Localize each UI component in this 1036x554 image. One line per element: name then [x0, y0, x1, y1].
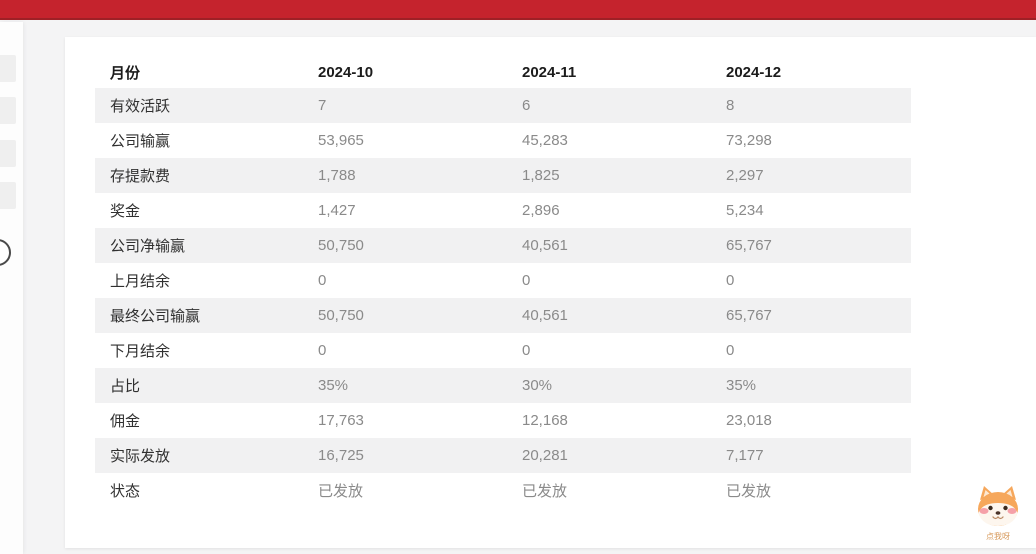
row-label: 奖金 [110, 203, 141, 220]
table-row: 有效活跃 7 6 8 [95, 88, 911, 123]
row-value: 已发放 [726, 483, 772, 500]
row-value: 17,763 [318, 412, 364, 429]
table-row: 上月结余 0 0 0 [95, 263, 911, 298]
sidebar-item[interactable] [0, 140, 16, 167]
table-row: 公司净输赢 50,750 40,561 65,767 [95, 228, 911, 263]
table-header-row: 月份 2024-10 2024-11 2024-12 [95, 56, 911, 88]
row-value: 2,896 [522, 202, 560, 219]
row-value: 已发放 [318, 483, 364, 500]
row-value: 7 [318, 97, 327, 114]
row-value: 1,825 [522, 167, 560, 184]
row-value: 73,298 [726, 132, 772, 149]
column-header-month: 月份 [110, 64, 141, 82]
row-value: 0 [726, 342, 735, 359]
row-label: 实际发放 [110, 448, 171, 465]
row-value: 0 [522, 272, 531, 289]
mascot-label: 点我呀 [986, 532, 1010, 541]
row-label: 存提款费 [110, 168, 171, 185]
table-row: 最终公司输赢 50,750 40,561 65,767 [95, 298, 911, 333]
row-value: 6 [522, 97, 531, 114]
table-row: 公司输赢 53,965 45,283 73,298 [95, 123, 911, 158]
sidebar-item[interactable] [0, 55, 16, 82]
row-value: 7,177 [726, 447, 764, 464]
row-value: 53,965 [318, 132, 364, 149]
column-header-2024-12: 2024-12 [726, 63, 782, 81]
row-value: 1,427 [318, 202, 356, 219]
column-header-2024-11: 2024-11 [522, 63, 577, 81]
row-value: 50,750 [318, 307, 364, 324]
row-label: 公司净输赢 [110, 238, 186, 255]
row-value: 1,788 [318, 167, 356, 184]
row-value: 35% [726, 377, 757, 394]
row-value: 23,018 [726, 412, 772, 429]
row-value: 0 [726, 272, 735, 289]
row-label: 最终公司输赢 [110, 308, 201, 325]
mascot-widget[interactable]: 点我呀 [969, 486, 1027, 542]
row-label: 佣金 [110, 413, 141, 430]
row-value: 0 [522, 342, 531, 359]
row-value: 40,561 [522, 307, 568, 324]
shiba-dog-icon [972, 486, 1024, 532]
row-value: 45,283 [522, 132, 568, 149]
row-label: 下月结余 [110, 343, 171, 360]
row-value: 0 [318, 272, 327, 289]
row-value: 12,168 [522, 412, 568, 429]
row-value: 65,767 [726, 237, 772, 254]
monthly-report-table: 月份 2024-10 2024-11 2024-12 有效活跃 7 6 8 公司输赢 53… [95, 56, 911, 508]
row-value: 30% [522, 377, 553, 394]
row-label: 有效活跃 [110, 98, 171, 115]
sidebar-item[interactable] [0, 97, 16, 124]
row-label: 状态 [110, 483, 141, 500]
row-value: 40,561 [522, 237, 568, 254]
table-row: 奖金 1,427 2,896 5,234 [95, 193, 911, 228]
table-row: 状态 已发放 已发放 已发放 [95, 473, 911, 508]
table-row: 佣金 17,763 12,168 23,018 [95, 403, 911, 438]
row-value: 已发放 [522, 483, 568, 500]
row-label: 公司输赢 [110, 133, 171, 150]
row-value: 8 [726, 97, 735, 114]
sidebar-strip [0, 22, 23, 554]
report-card: 月份 2024-10 2024-11 2024-12 有效活跃 7 6 8 公司输赢 53… [65, 37, 1036, 548]
row-value: 2,297 [726, 167, 764, 184]
row-value: 35% [318, 377, 349, 394]
table-row: 实际发放 16,725 20,281 7,177 [95, 438, 911, 473]
sidebar-collapse-toggle[interactable] [0, 239, 11, 266]
table-row: 存提款费 1,788 1,825 2,297 [95, 158, 911, 193]
row-value: 5,234 [726, 202, 764, 219]
sidebar-item[interactable] [0, 182, 16, 209]
row-label: 占比 [110, 378, 141, 395]
top-nav-bar [0, 0, 1036, 20]
row-value: 16,725 [318, 447, 364, 464]
row-value: 50,750 [318, 237, 364, 254]
table-row: 占比 35% 30% 35% [95, 368, 911, 403]
row-label: 上月结余 [110, 273, 171, 290]
row-value: 20,281 [522, 447, 568, 464]
table-row: 下月结余 0 0 0 [95, 333, 911, 368]
row-value: 0 [318, 342, 327, 359]
column-header-2024-10: 2024-10 [318, 63, 374, 81]
row-value: 65,767 [726, 307, 772, 324]
